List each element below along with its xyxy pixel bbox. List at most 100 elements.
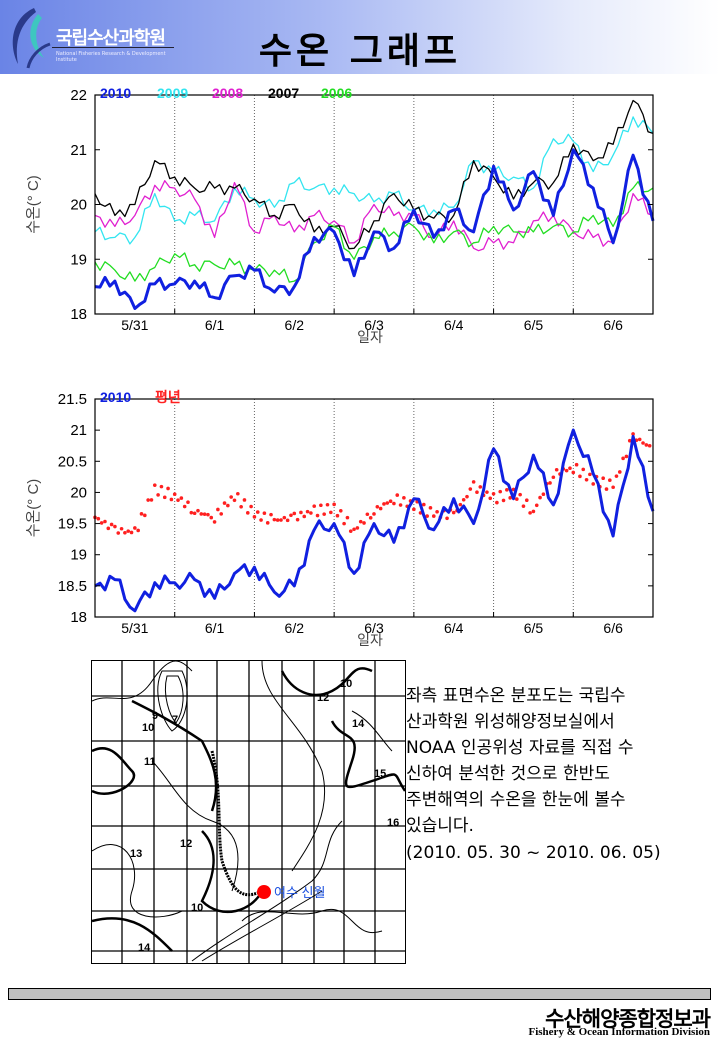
data-point	[621, 456, 625, 461]
data-point	[515, 497, 519, 501]
data-point	[568, 466, 572, 470]
data-point	[206, 512, 210, 517]
legend-entry-평년: 평년	[155, 389, 181, 405]
data-point	[342, 521, 346, 526]
x-tick-label: 6/6	[603, 620, 623, 636]
x-tick-label: 5/31	[121, 317, 148, 333]
data-point	[554, 467, 559, 472]
y-tick-label: 18	[70, 306, 87, 323]
description-line: 주변해역의 수온을 한눈에 볼수	[406, 790, 626, 810]
data-point	[242, 498, 247, 502]
data-point	[182, 504, 187, 509]
data-point	[189, 510, 194, 515]
data-point	[329, 510, 333, 515]
data-point	[584, 478, 589, 482]
data-point	[365, 512, 370, 517]
data-point	[395, 493, 400, 497]
legend-entry-2010: 2010	[100, 389, 131, 405]
data-point	[292, 511, 297, 516]
data-point	[289, 513, 293, 518]
location-marker	[257, 885, 271, 899]
fish-logo-icon	[12, 8, 51, 69]
footer-bar	[8, 988, 711, 1000]
data-point	[551, 475, 556, 480]
data-point	[382, 502, 386, 506]
data-point	[222, 501, 227, 505]
data-point	[461, 497, 466, 502]
series-line-2009	[94, 116, 654, 245]
data-point	[541, 492, 546, 496]
data-point	[216, 507, 220, 512]
data-point	[332, 502, 336, 507]
data-point	[116, 531, 121, 535]
y-tick-label: 20	[70, 484, 87, 501]
data-point	[285, 518, 290, 523]
data-point	[272, 517, 277, 522]
x-tick-label: 6/5	[524, 317, 544, 333]
y-tick-label: 18	[70, 609, 87, 626]
y-tick-label: 19	[70, 251, 87, 268]
contour-label: 9	[152, 710, 158, 722]
data-point	[528, 511, 532, 515]
data-point	[159, 484, 164, 489]
data-point	[255, 510, 260, 514]
contour-label: 15	[374, 768, 386, 780]
data-point	[312, 504, 317, 508]
data-point	[252, 515, 257, 519]
data-point	[126, 529, 131, 533]
contour-label: 16	[387, 817, 399, 829]
data-point	[348, 529, 353, 533]
legend-entry-2007: 2007	[268, 85, 299, 101]
data-point	[588, 472, 592, 477]
data-point	[485, 490, 489, 494]
series-line-2006	[94, 180, 654, 283]
contour-label: 7	[172, 714, 178, 726]
data-point	[259, 518, 263, 522]
data-point	[212, 520, 217, 524]
x-tick-label: 6/5	[524, 620, 544, 636]
data-point	[451, 510, 456, 515]
data-point	[531, 509, 536, 514]
contour-label: 10	[191, 902, 203, 914]
y-tick-label: 21	[70, 142, 87, 159]
data-point	[232, 498, 237, 503]
data-point	[601, 476, 605, 481]
data-point	[186, 500, 190, 505]
data-point	[143, 513, 147, 518]
data-point	[548, 481, 552, 485]
data-point	[196, 508, 200, 513]
data-point	[501, 498, 506, 503]
data-point	[149, 498, 154, 502]
data-point	[422, 502, 426, 507]
data-point	[169, 497, 174, 502]
data-point	[488, 496, 493, 501]
contour-label: 10	[340, 678, 352, 690]
data-point	[226, 503, 230, 508]
data-point	[129, 530, 134, 535]
description-line: 산과학원 위성해양정보실에서	[406, 712, 615, 732]
data-point	[166, 486, 170, 491]
data-point	[498, 489, 503, 494]
data-point	[236, 491, 240, 496]
y-axis-label: 수온(° C)	[25, 479, 42, 538]
y-tick-label: 21.5	[58, 391, 87, 408]
data-point	[392, 501, 396, 506]
legend-entry-2010: 2010	[100, 85, 131, 101]
data-point	[249, 504, 253, 509]
contour-label: 13	[130, 848, 142, 860]
data-point	[345, 515, 350, 520]
data-point	[468, 487, 473, 491]
data-point	[538, 495, 542, 500]
data-point	[152, 483, 157, 487]
data-point	[458, 502, 463, 507]
data-point	[275, 518, 280, 522]
data-point	[521, 504, 526, 508]
y-tick-label: 21	[70, 422, 87, 439]
x-tick-label: 6/4	[444, 620, 464, 636]
data-point	[608, 478, 612, 482]
data-point	[465, 494, 469, 499]
data-point	[133, 526, 137, 530]
x-tick-label: 6/3	[364, 620, 384, 636]
data-point	[564, 468, 569, 473]
